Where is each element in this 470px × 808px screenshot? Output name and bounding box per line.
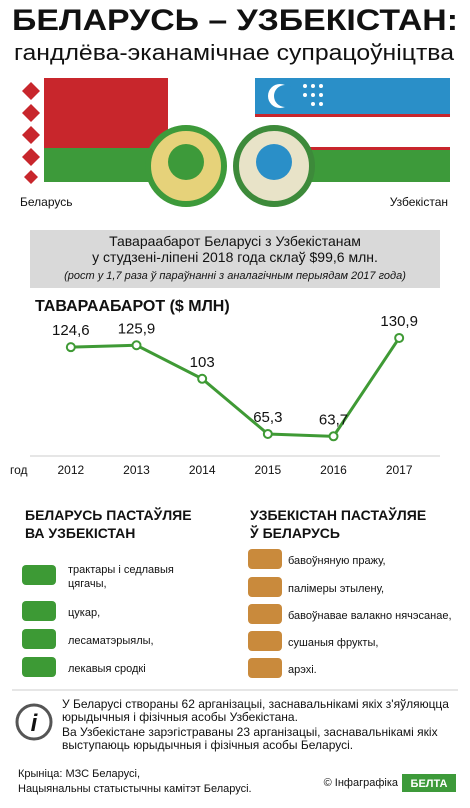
credit: © Інфаграфіка <box>324 777 399 789</box>
logo-box <box>402 774 456 792</box>
x-tick-label: 2017 <box>386 463 413 477</box>
summary-line: Тавараабарот Беларусі з Узбекістанам <box>109 233 361 249</box>
info-icon: i <box>15 703 53 741</box>
svg-text:i: i <box>31 710 39 737</box>
summary-line: у студзені-ліпені 2018 года склаў $99,6 … <box>92 249 378 265</box>
value-label: 103 <box>190 354 215 371</box>
x-tick-label: 2012 <box>57 463 84 477</box>
point <box>394 332 405 343</box>
source: Крыніца: МЗС Беларусі, <box>18 768 140 780</box>
item-text: бавоўнавае валакно нячэсанае, <box>288 610 452 622</box>
point <box>262 428 273 439</box>
item-icon <box>248 549 282 569</box>
summary-note: (рост у 1,7 раза ў параўнанні з аналагіч… <box>64 270 406 282</box>
item-text: цягачы, <box>68 578 107 590</box>
section-title: УЗБЕКІСТАН ПАСТАЎЛЯЕ <box>250 506 426 523</box>
item-icon <box>22 601 56 621</box>
item-icon <box>248 604 282 624</box>
item-text: цукар, <box>68 607 100 619</box>
info-text: выступаюць юрыдычныя і фізічныя асобы Бе… <box>62 738 353 752</box>
country-label: Беларусь <box>20 195 72 209</box>
value-label: 65,3 <box>253 409 282 426</box>
x-tick-label: 2013 <box>123 463 150 477</box>
item-text: палімеры этылену, <box>288 583 384 595</box>
info-text: Ва Узбекістане зарэгістраваны 23 арганіз… <box>62 725 438 739</box>
summary-box <box>30 230 440 288</box>
line-chart: 124,6 2012 125,9 2013 103 2014 65,3 2015 63,7 201… <box>52 313 418 477</box>
value-label: 125,9 <box>118 320 156 337</box>
country-label: Узбекістан <box>390 195 448 209</box>
subtitle: гандлёва-эканамічнае супрацоўніцтва <box>14 40 455 65</box>
item-text: лекавыя сродкі <box>68 663 146 675</box>
x-tick-label: 2015 <box>254 463 281 477</box>
section-title: Ў БЕЛАРУСЬ <box>249 524 340 541</box>
section-title: БЕЛАРУСЬ ПАСТАЎЛЯЕ <box>25 506 192 523</box>
line <box>70 337 401 438</box>
source: Нацыянальны статыстычны камітэт Беларусі… <box>18 783 252 795</box>
belarus-flag <box>18 78 168 184</box>
value-label: 130,9 <box>380 313 418 330</box>
item-text: трактары і седлавыя <box>68 564 174 576</box>
x-tick-label: 2016 <box>320 463 347 477</box>
section-title: ВА УЗБЕКІСТАН <box>25 525 135 541</box>
point <box>197 373 208 384</box>
item-icon <box>248 631 282 651</box>
value-label: 63,7 <box>319 411 348 428</box>
title: БЕЛАРУСЬ – УЗБЕКІСТАН: <box>12 4 458 37</box>
item-text: бавоўняную пражу, <box>288 555 386 567</box>
emblems <box>145 125 315 207</box>
item-text: сушаныя фрукты, <box>288 637 378 649</box>
value-label: 124,6 <box>52 322 90 339</box>
point <box>131 340 142 351</box>
point <box>65 342 76 353</box>
info-text: У Беларусі створаны 62 арганізацыі, засн… <box>62 697 449 711</box>
logo: БЕЛТА <box>411 778 448 790</box>
item-icon <box>248 658 282 678</box>
item-icon <box>248 577 282 597</box>
item-icon <box>22 629 56 649</box>
x-tick-label: 2014 <box>189 463 216 477</box>
item-text: арэхі. <box>288 664 317 676</box>
lists: трактары і седлавыя цягачы, цукар, лесаматэ… <box>22 549 452 678</box>
item-text: лесаматэрыялы, <box>68 635 154 647</box>
x-axis-label: год <box>10 463 28 477</box>
chart-title: ТАВАРААБАРОТ ($ МЛН) <box>35 298 230 315</box>
item-icon <box>22 565 56 585</box>
point <box>328 431 339 442</box>
info-text: юрыдычныя і фізічныя асобы Узбекістана. <box>62 710 298 724</box>
item-icon <box>22 657 56 677</box>
